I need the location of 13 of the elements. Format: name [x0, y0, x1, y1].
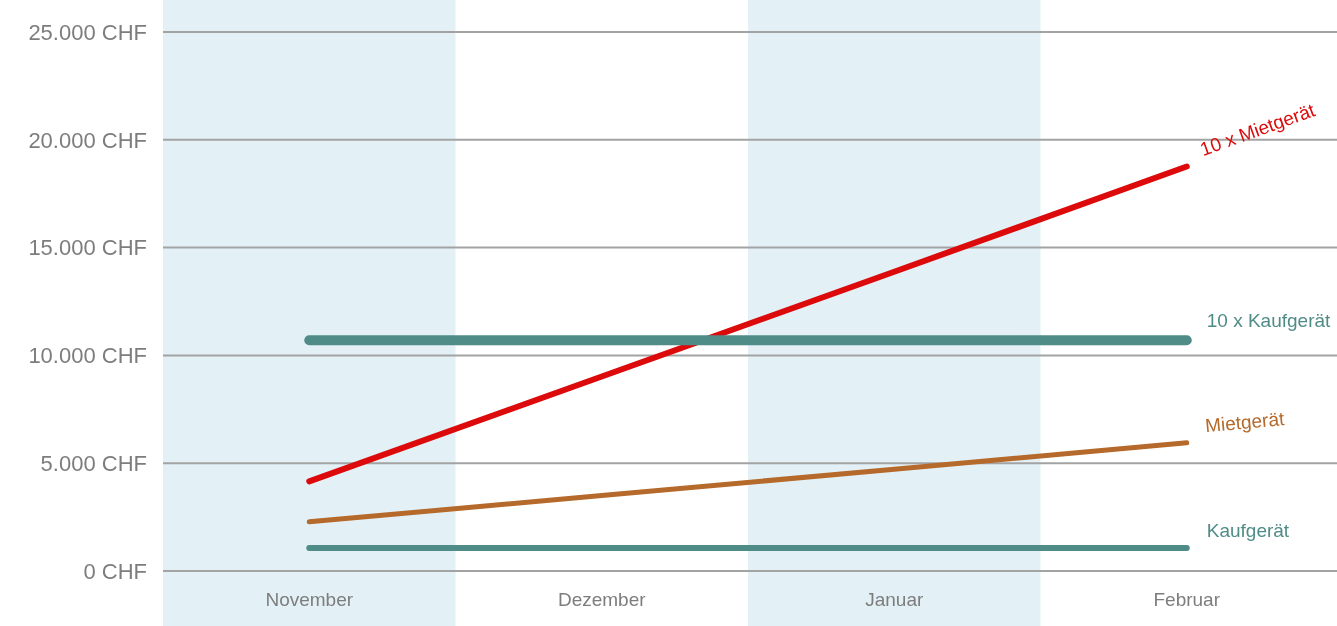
x-tick-label: Januar [865, 589, 924, 610]
y-tick-label: 15.000 CHF [28, 235, 147, 261]
text: Mietgerät [1204, 408, 1286, 437]
y-tick-label: 25.000 CHF [28, 19, 147, 45]
y-tick-label: 5.000 CHF [40, 450, 147, 476]
x-tick-label: Februar [1153, 589, 1221, 610]
series-label: Kaufgerät [1206, 519, 1290, 541]
y-tick-label: 0 CHF [83, 558, 147, 584]
x-tick-label: Dezember [557, 589, 647, 610]
x-tick-label: November [265, 589, 354, 610]
series-label: 10 x Kaufgerät [1206, 310, 1332, 332]
y-tick-label: 10.000 CHF [28, 343, 147, 369]
y-tick-label: 20.000 CHF [28, 127, 147, 153]
